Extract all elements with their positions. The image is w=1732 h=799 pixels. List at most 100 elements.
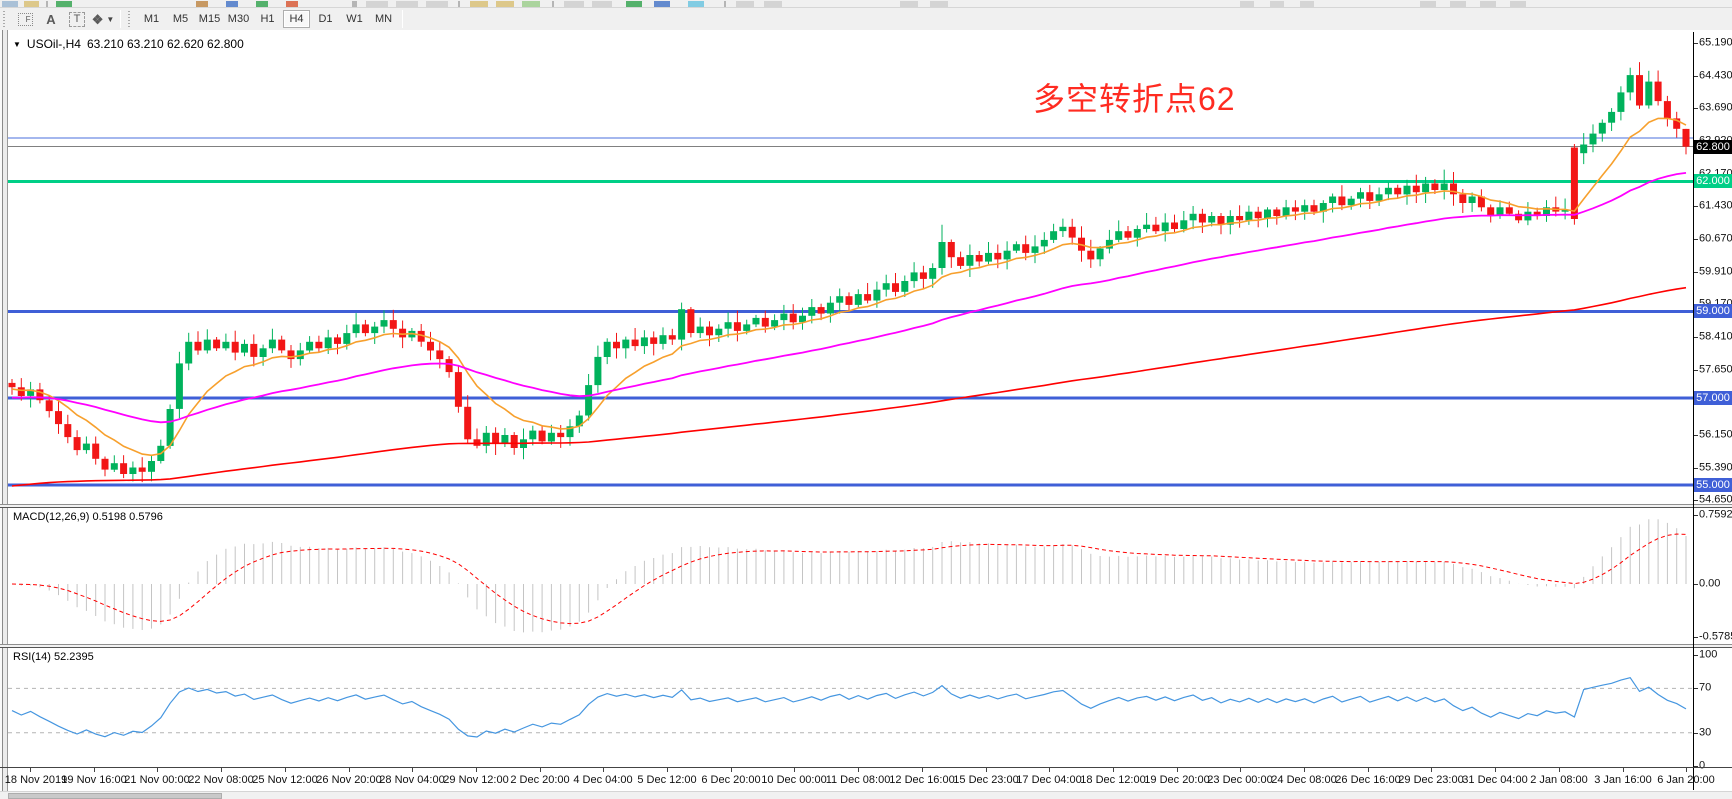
time-tick-mark — [1304, 768, 1305, 772]
timeframe-button-M5[interactable]: M5 — [172, 13, 189, 25]
chart-horizontal-scrollbar[interactable] — [0, 791, 1732, 799]
toolbar-button-cropped — [552, 1, 554, 7]
toolbar-button-cropped — [1300, 1, 1314, 7]
price-badge-62800: 62.800 — [1694, 140, 1732, 154]
price-tick-label: 64.430 — [1699, 69, 1732, 82]
time-tick-mark — [30, 768, 31, 772]
top-toolbar-cropped[interactable] — [0, 0, 1732, 8]
main-chart-canvas[interactable] — [8, 32, 1693, 504]
drawing-tools-group: F A T ❖ ▼ — [12, 9, 116, 29]
toolbar-button-cropped — [522, 1, 540, 7]
chart-dropdown-icon[interactable]: ▼ — [13, 39, 21, 49]
rsi-tick-label: 30 — [1699, 726, 1712, 739]
panel-separator[interactable] — [0, 504, 1732, 508]
time-tick-mark — [858, 768, 859, 772]
time-tick-mark — [1495, 768, 1496, 772]
time-axis-label: 25 Nov 12:00 — [252, 774, 318, 786]
macd-chart-canvas[interactable] — [8, 508, 1693, 644]
price-tick-label: 60.670 — [1699, 232, 1732, 245]
time-tick-mark — [1559, 768, 1560, 772]
time-axis-label: 10 Dec 00:00 — [761, 774, 827, 786]
panel-separator[interactable] — [0, 644, 1732, 648]
toolbar-button-cropped — [900, 1, 918, 7]
price-badge-59000[interactable]: 59.000 — [1694, 304, 1732, 318]
toolbar-separator — [120, 10, 121, 28]
toolbar-button-cropped — [564, 1, 584, 7]
toolbar-button-cropped — [1510, 1, 1526, 7]
time-axis-label: 28 Nov 04:00 — [379, 774, 445, 786]
timeframe-button-H4[interactable]: H4 — [283, 10, 310, 28]
time-axis-label: 19 Dec 20:00 — [1144, 774, 1210, 786]
toolbar-grip[interactable] — [3, 11, 8, 27]
toolbar-button-cropped — [1240, 1, 1254, 7]
time-axis-label: 18 Nov 2019 — [4, 774, 68, 786]
toolbar-button-cropped — [1270, 1, 1284, 7]
dropdown-caret-icon[interactable]: ▼ — [106, 14, 115, 24]
timeframe-button-H1[interactable]: H1 — [260, 13, 275, 25]
toolbar-button-cropped — [496, 1, 514, 7]
time-tick-mark — [412, 768, 413, 772]
toolbar-separator — [402, 10, 403, 28]
scrollbar-thumb[interactable] — [8, 793, 222, 799]
price-tick-label: 63.690 — [1699, 101, 1732, 114]
time-tick-mark — [1431, 768, 1432, 772]
text-tool-icon[interactable]: A — [38, 9, 64, 29]
time-axis-border — [0, 767, 1732, 768]
time-axis-label: 19 Nov 16:00 — [61, 774, 127, 786]
price-badge-57000[interactable]: 57.000 — [1694, 391, 1732, 405]
time-axis-label: 31 Dec 04:00 — [1462, 774, 1528, 786]
time-tick-mark — [476, 768, 477, 772]
ohlc-readout: 63.210 63.210 62.620 62.800 — [86, 37, 244, 51]
time-tick-mark — [1368, 768, 1369, 772]
time-axis-label: 29 Nov 12:00 — [443, 774, 509, 786]
price-tick-mark — [1694, 43, 1698, 44]
timeframe-button-M15[interactable]: M15 — [198, 13, 221, 25]
macd-tick-label: 0.7592 — [1699, 508, 1732, 521]
price-tick-mark — [1694, 500, 1698, 501]
price-badge-55000[interactable]: 55.000 — [1694, 478, 1732, 492]
price-tick-label: 62.170 — [1699, 168, 1732, 180]
timeframe-button-MN[interactable]: MN — [374, 13, 393, 25]
price-tick-label: 54.650 — [1699, 493, 1732, 506]
rsi-tick-mark — [1694, 733, 1698, 734]
fibo-tool-glyph: F — [17, 12, 33, 26]
price-tick-mark — [1694, 370, 1698, 371]
toolbar-button-cropped — [2, 1, 18, 7]
chart-window-border-left — [0, 30, 8, 792]
annotation-text[interactable]: 多空转折点62 — [1033, 81, 1236, 117]
label-tool-icon[interactable]: T — [64, 9, 90, 29]
symbol-period-label: USOil-,H4 — [26, 37, 81, 51]
time-axis-label: 6 Jan 20:00 — [1657, 774, 1715, 786]
time-tick-mark — [1623, 768, 1624, 772]
time-tick-mark — [731, 768, 732, 772]
price-tick-label: 55.390 — [1699, 461, 1732, 474]
macd-tick-label: -0.5785 — [1699, 630, 1732, 643]
macd-tick-mark — [1694, 584, 1698, 585]
price-tick-label: 61.430 — [1699, 199, 1732, 212]
toolbar-button-cropped — [426, 1, 448, 7]
time-axis-label: 15 Dec 23:00 — [953, 774, 1019, 786]
toolbar-grip[interactable] — [128, 11, 133, 27]
text-tool-glyph: A — [46, 11, 56, 27]
timeframe-button-M1[interactable]: M1 — [143, 13, 160, 25]
time-tick-mark — [603, 768, 604, 772]
price-tick-label: 59.170 — [1699, 298, 1732, 310]
time-tick-mark — [667, 768, 668, 772]
time-axis-label: 24 Dec 08:00 — [1271, 774, 1337, 786]
arrows-tool-icon[interactable]: ❖ ▼ — [90, 9, 116, 29]
chart-symbol-title: ▼ USOil-,H4 63.210 63.210 62.620 62.800 — [13, 37, 244, 51]
time-tick-mark — [285, 768, 286, 772]
timeframe-button-W1[interactable]: W1 — [346, 13, 363, 25]
price-badge-62000[interactable]: 62.000 — [1694, 174, 1732, 188]
time-axis-label: 23 Dec 00:00 — [1207, 774, 1273, 786]
price-axis-border — [1693, 32, 1694, 790]
price-tick-mark — [1694, 108, 1698, 109]
fibo-tool-icon[interactable]: F — [12, 9, 38, 29]
timeframe-button-D1[interactable]: D1 — [318, 13, 333, 25]
timeframe-button-M30[interactable]: M30 — [227, 13, 250, 25]
rsi-tick-mark — [1694, 766, 1698, 767]
time-axis-label: 26 Nov 20:00 — [316, 774, 382, 786]
time-axis-label: 18 Dec 12:00 — [1080, 774, 1146, 786]
rsi-chart-canvas[interactable] — [8, 648, 1693, 766]
toolbar-button-cropped — [56, 1, 72, 7]
